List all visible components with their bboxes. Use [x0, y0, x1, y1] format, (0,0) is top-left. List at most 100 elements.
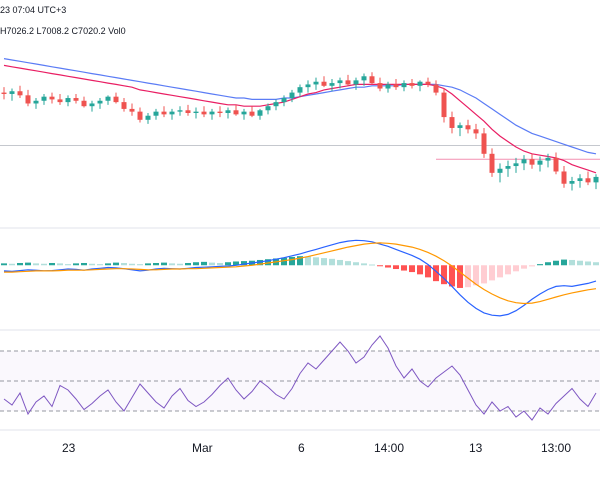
- candle-body: [449, 117, 455, 128]
- candle-body: [177, 110, 183, 112]
- candle-body: [505, 166, 511, 169]
- macd-histogram-bar: [385, 265, 391, 268]
- candle-body: [561, 171, 567, 184]
- macd-histogram-bar: [241, 261, 247, 266]
- macd-signal-line: [4, 242, 597, 305]
- candle-body: [593, 176, 599, 183]
- candle-body: [441, 92, 447, 118]
- macd-histogram-bar: [457, 265, 463, 288]
- macd-histogram-bar: [473, 265, 479, 286]
- candle-body: [121, 102, 127, 109]
- candle-body: [273, 102, 279, 107]
- candle-body: [97, 100, 103, 104]
- candle-body: [1, 92, 7, 94]
- candle-body: [17, 91, 23, 96]
- candle-body: [369, 76, 375, 84]
- candle-body: [153, 111, 159, 116]
- macd-histogram-bar: [33, 263, 39, 266]
- macd-histogram-bar: [217, 262, 223, 266]
- candle-body: [105, 96, 111, 101]
- macd-histogram-bar: [569, 259, 575, 266]
- macd-histogram-bar: [441, 265, 447, 285]
- candle-body: [577, 178, 583, 181]
- candle-body: [145, 115, 151, 120]
- candle-body: [185, 110, 191, 113]
- candle-body: [329, 83, 335, 86]
- macd-histogram-bar: [377, 265, 383, 267]
- candle-body: [529, 159, 535, 165]
- macd-histogram-bar: [425, 265, 431, 278]
- macd-histogram-bar: [409, 265, 415, 273]
- candle-body: [345, 80, 351, 85]
- macd-histogram-bar: [145, 263, 151, 266]
- candle-body: [393, 84, 399, 88]
- macd-histogram-bar: [417, 265, 423, 275]
- macd-histogram-bar: [201, 261, 207, 266]
- candle-body: [281, 98, 287, 103]
- candle-body: [353, 80, 359, 85]
- candle-body: [337, 80, 343, 84]
- macd-histogram-bar: [521, 265, 527, 269]
- macd-histogram-bar: [337, 259, 343, 266]
- macd-histogram-bar: [177, 263, 183, 266]
- candle-body: [89, 103, 95, 107]
- macd-histogram-bar: [185, 262, 191, 266]
- macd-histogram-bar: [281, 257, 287, 266]
- candle-body: [209, 111, 215, 115]
- candle-body: [489, 153, 495, 173]
- macd-histogram-bar: [393, 265, 399, 270]
- macd-histogram-bar: [41, 263, 47, 266]
- macd-histogram-bar: [489, 265, 495, 281]
- candle-body: [233, 110, 239, 115]
- candle-body: [241, 111, 247, 115]
- candle-body: [361, 76, 367, 81]
- macd-histogram-bar: [401, 265, 407, 271]
- macd-histogram-bar: [313, 257, 319, 266]
- macd-histogram-bar: [233, 261, 239, 266]
- candle-body: [161, 111, 167, 115]
- macd-histogram-bar: [113, 262, 119, 266]
- candle-body: [305, 84, 311, 88]
- price-panel[interactable]: [0, 58, 600, 191]
- macd-histogram-bar: [129, 263, 135, 266]
- candle-body: [297, 87, 303, 93]
- candle-body: [41, 96, 47, 101]
- macd-histogram-bar: [169, 263, 175, 266]
- candle-body: [409, 83, 415, 86]
- macd-line: [3, 239, 597, 317]
- macd-panel[interactable]: [1, 239, 599, 317]
- macd-histogram-bar: [161, 262, 167, 266]
- macd-histogram-bar: [225, 262, 231, 266]
- macd-histogram-bar: [289, 256, 295, 266]
- macd-histogram-bar: [89, 263, 95, 266]
- ma-fast-line: [3, 64, 597, 174]
- candle-body: [113, 96, 119, 103]
- candle-body: [137, 111, 143, 120]
- rsi-panel[interactable]: [0, 335, 600, 421]
- macd-histogram-bar: [545, 262, 551, 266]
- x-tick-label: 13: [469, 441, 483, 455]
- candle-body: [545, 157, 551, 161]
- macd-histogram-bar: [265, 259, 271, 266]
- macd-histogram-bar: [105, 263, 111, 266]
- macd-histogram-bar: [73, 263, 79, 266]
- macd-histogram-bar: [513, 265, 519, 272]
- candle-body: [265, 106, 271, 111]
- macd-histogram-bar: [305, 256, 311, 266]
- x-tick-label: Mar: [192, 441, 213, 455]
- macd-histogram-bar: [121, 262, 127, 266]
- rsi-band: [0, 351, 600, 411]
- x-tick-label: 6: [298, 441, 305, 455]
- candle-body: [193, 111, 199, 113]
- candle-body: [417, 81, 423, 86]
- macd-histogram-bar: [57, 263, 63, 266]
- candle-body: [9, 91, 15, 94]
- candle-body: [25, 95, 31, 104]
- candle-body: [497, 168, 503, 173]
- candle-body: [289, 92, 295, 99]
- candle-body: [321, 81, 327, 86]
- x-axis: 23 Mar 6 14:00 13 13:00: [62, 441, 571, 455]
- macd-histogram-bar: [481, 265, 487, 284]
- macd-histogram-bar: [193, 262, 199, 266]
